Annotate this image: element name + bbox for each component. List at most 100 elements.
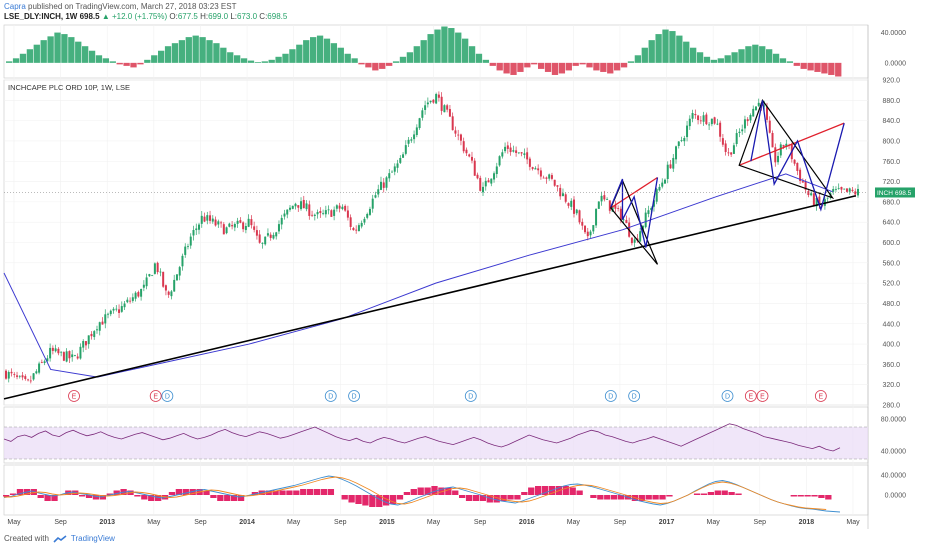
macd-histogram-bar: [383, 495, 390, 506]
time-tick-label: May: [707, 519, 721, 526]
candle-body: [104, 314, 107, 324]
macd-histogram-bar: [638, 495, 645, 501]
osc-bar: [759, 46, 766, 63]
osc-bar: [807, 62, 814, 71]
candle-body: [851, 189, 854, 191]
earnings-marker: [149, 390, 162, 402]
candle-body: [368, 208, 371, 215]
osc-bar: [455, 32, 462, 63]
open-label: O:: [169, 12, 178, 21]
candle-body: [691, 113, 694, 119]
candle-body: [250, 219, 253, 226]
last-price-symbol: INCH: [877, 190, 893, 197]
signal-line: [4, 476, 827, 510]
macd-histogram-bar: [37, 495, 44, 498]
osc-bar: [703, 56, 711, 63]
osc-bar: [247, 60, 255, 63]
candle-body: [482, 186, 485, 193]
time-tick-label: 2014: [239, 519, 255, 526]
candle-body: [346, 210, 349, 218]
price-tick-label: 360.0: [882, 362, 900, 369]
osc-bar: [137, 62, 144, 65]
macd-histogram-bar: [825, 495, 832, 500]
candle-body: [159, 271, 162, 273]
macd-histogram-bar: [590, 495, 597, 498]
dividend-marker: [464, 390, 477, 402]
candle-body: [716, 123, 719, 125]
close-label: C:: [259, 12, 268, 21]
osc-bar: [517, 62, 524, 72]
macd-histogram-bar: [507, 495, 514, 500]
candle-body: [424, 105, 427, 110]
osc-bar: [717, 58, 724, 63]
candle-body: [443, 105, 446, 113]
candle-body: [663, 179, 666, 184]
osc-bar: [337, 47, 344, 63]
osc-bar: [178, 40, 186, 63]
dividend-marker: [348, 390, 360, 402]
candle-body: [266, 233, 269, 236]
candle-body: [236, 220, 239, 224]
rsi-line: [3, 423, 841, 452]
candle-body: [818, 196, 821, 205]
candle-body: [195, 228, 198, 231]
candle-body: [5, 370, 7, 379]
event-marker-label: D: [632, 394, 637, 401]
last-price-text: 698.5: [79, 12, 100, 21]
macd-histogram-bar: [452, 490, 459, 495]
brand-link[interactable]: TradingView: [70, 534, 115, 543]
osc-bar: [192, 35, 199, 63]
candle-body: [382, 182, 385, 188]
candle-body: [429, 100, 432, 103]
macd-histogram-bar: [797, 495, 804, 497]
candle-body: [735, 133, 738, 145]
macd-histogram-bar: [286, 490, 293, 495]
candle-body: [440, 96, 443, 111]
osc-bar: [386, 62, 393, 66]
osc-bar: [538, 62, 545, 69]
macd-histogram-bar: [231, 495, 238, 501]
candle-body: [211, 218, 214, 222]
osc-bar: [40, 40, 47, 63]
candle-body: [595, 208, 598, 226]
footer: Created with TradingView: [4, 534, 115, 543]
candle-body: [129, 300, 132, 302]
ohlc-values: O:677.5 H:699.0 L:673.0 C:698.5: [169, 12, 287, 21]
candle-body: [777, 155, 780, 163]
price-tick-label: 280.0: [882, 403, 900, 410]
candle-body: [548, 174, 551, 179]
candle-body: [377, 189, 380, 195]
candle-body: [743, 119, 746, 129]
candle-body: [490, 178, 493, 184]
candle-body: [29, 380, 32, 382]
osc-bar: [213, 43, 220, 63]
macd-histogram-bar: [320, 489, 328, 495]
osc-bar: [600, 62, 607, 72]
price-tick-label: 520.0: [882, 281, 900, 288]
candle-body: [192, 230, 195, 236]
macd-histogram-bar: [9, 493, 17, 495]
osc-bar: [614, 62, 621, 71]
candle-body: [608, 200, 611, 211]
candle-body: [46, 358, 49, 362]
candle-body: [834, 189, 837, 190]
candle-body: [669, 164, 672, 169]
osc-bar: [68, 37, 75, 63]
author-link[interactable]: Capra: [4, 2, 26, 11]
time-tick-label: Sep: [754, 519, 767, 526]
macd-histogram-bar: [459, 495, 466, 498]
osc-bar: [779, 58, 787, 63]
candle-body: [801, 181, 804, 183]
osc-bar: [772, 53, 780, 63]
macd-histogram-bar: [44, 495, 51, 501]
osc-bar: [95, 55, 103, 63]
macd-histogram-bar: [500, 495, 507, 501]
osc-tick-label: 0.0000: [885, 60, 907, 67]
high-label: H:: [200, 12, 209, 21]
macd-tick-label: 40.0000: [881, 473, 906, 480]
osc-bar: [565, 62, 572, 71]
candle-body: [843, 188, 846, 190]
candle-body: [655, 189, 658, 202]
osc-bar: [413, 46, 420, 63]
